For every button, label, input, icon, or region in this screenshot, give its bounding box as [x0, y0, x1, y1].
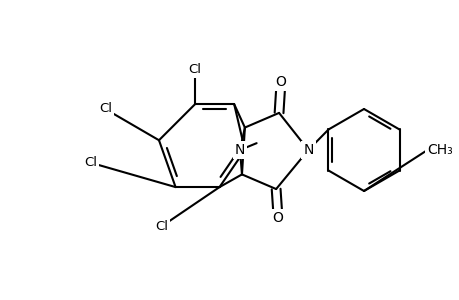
Text: Cl: Cl — [155, 220, 168, 233]
Text: O: O — [275, 75, 286, 89]
Text: Cl: Cl — [188, 63, 201, 76]
Text: O: O — [272, 211, 283, 225]
Text: CH₃: CH₃ — [426, 143, 452, 157]
Text: Cl: Cl — [99, 103, 112, 116]
Text: N: N — [302, 143, 313, 157]
Text: Cl: Cl — [84, 156, 97, 169]
Text: N: N — [234, 143, 245, 157]
